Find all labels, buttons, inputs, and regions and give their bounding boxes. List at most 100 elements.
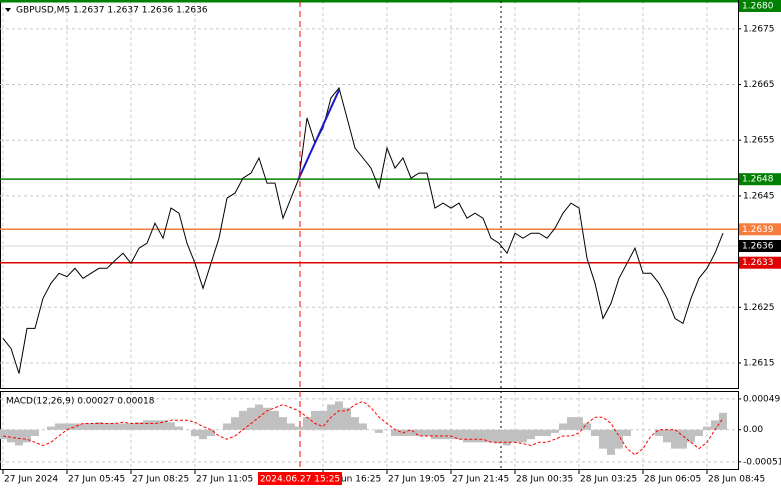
histogram-bar [151, 420, 159, 430]
histogram-bar [687, 429, 695, 443]
level-label-box [739, 173, 781, 186]
histogram-bar [207, 429, 215, 437]
histogram-bar [695, 429, 703, 437]
histogram-bar [0, 429, 8, 440]
histogram-bar [527, 429, 535, 440]
histogram-bar [295, 426, 303, 430]
level-label-box [739, 256, 781, 269]
histogram-bar [455, 429, 463, 440]
histogram-bar [79, 423, 87, 430]
histogram-bar [655, 429, 663, 437]
crosshair-label-box [258, 472, 342, 485]
x-tick-label: 27 Jun 11:05 [196, 475, 253, 485]
histogram-bar [135, 422, 143, 430]
panel-title: GBPUSD,M5 1.2637 1.2637 1.2636 1.2636 [16, 6, 208, 16]
histogram-bar [615, 429, 623, 449]
y-tick-label: 0.00049 [743, 394, 780, 404]
histogram-bar [623, 429, 631, 437]
histogram-bar [543, 429, 551, 437]
level-label-box [739, 223, 781, 236]
histogram-bar [311, 410, 319, 430]
histogram-bar [7, 429, 15, 443]
y-tick-label: -0.00051 [743, 457, 781, 467]
histogram-bar [415, 429, 423, 437]
histogram-bar [535, 429, 543, 437]
histogram-bar [463, 429, 471, 443]
histogram-bar [599, 429, 607, 449]
histogram-bar [271, 410, 279, 430]
level-label: 1.2636 [742, 242, 774, 252]
y-tick-label: 1.2615 [743, 358, 775, 368]
histogram-bar [703, 426, 711, 430]
histogram-bar [223, 423, 231, 430]
histogram-bar [87, 423, 95, 430]
histogram-bar [239, 410, 247, 430]
histogram-bar [55, 423, 63, 430]
histogram-bar [575, 417, 583, 430]
histogram-bar [375, 429, 383, 433]
histogram-bar [439, 429, 447, 440]
x-tick-label: 27 Jun 05:45 [68, 475, 125, 485]
title-arrow [5, 8, 11, 12]
y-tick-label: 1.2645 [743, 191, 775, 201]
histogram-bar [351, 417, 359, 430]
x-tick-label: 27 Jun 2024 [4, 475, 58, 485]
level-label: 1.2633 [742, 258, 774, 268]
histogram-bar [471, 429, 479, 443]
histogram-bar [111, 423, 119, 430]
x-tick-label: 28 Jun 08:45 [708, 475, 765, 485]
histogram-bar [343, 407, 351, 430]
level-label: 1.2680 [742, 2, 774, 12]
level-label-box [739, 240, 781, 253]
histogram-bar [103, 423, 111, 430]
panel-title: MACD(12,26,9) 0.00027 0.00018 [6, 397, 155, 407]
x-tick-label: 27 Jun 21:45 [452, 475, 509, 485]
histogram-bar [479, 429, 487, 443]
histogram-bar [503, 429, 511, 446]
histogram-bar [335, 401, 343, 430]
signal-line [2, 400, 724, 456]
histogram-bar [263, 407, 271, 430]
histogram-bar [231, 417, 239, 430]
histogram-bar [71, 423, 79, 430]
x-tick-label: 27 Jun 16:25 [324, 475, 381, 485]
histogram-bar [663, 429, 671, 443]
histogram-bar [287, 423, 295, 430]
histogram-bar [23, 429, 31, 443]
histogram-bar [559, 423, 567, 430]
histogram-bar [583, 423, 591, 430]
histogram-bar [191, 429, 199, 437]
histogram-bar [359, 423, 367, 430]
histogram-bar [279, 417, 287, 430]
histogram-bar [407, 429, 415, 437]
histogram-bar [495, 429, 503, 444]
level-label-box [739, 0, 781, 12]
histogram-bar [423, 429, 431, 437]
x-tick-label: 28 Jun 06:05 [644, 475, 701, 485]
histogram-bar [431, 429, 439, 440]
trend-line [298, 89, 340, 179]
histogram-bar [47, 426, 55, 430]
histogram-bar [175, 426, 183, 430]
histogram-bar [679, 429, 687, 449]
y-tick-label: 1.2665 [743, 80, 775, 90]
histogram-bar [63, 423, 71, 430]
histogram-bar [719, 412, 727, 430]
histogram-bar [319, 410, 327, 430]
histogram-bar [31, 429, 39, 437]
histogram-bar [391, 429, 399, 437]
histogram-bar [303, 417, 311, 430]
histogram-bar [15, 429, 23, 446]
histogram-bar [199, 429, 207, 440]
crosshair-label: 2024.06.27 15:25 [260, 475, 340, 485]
histogram-bar [247, 407, 255, 430]
price-line [2, 86, 724, 374]
x-tick-label: 27 Jun 08:25 [132, 475, 189, 485]
y-tick-label: 0.00 [743, 425, 763, 435]
y-tick-label: 1.2675 [743, 24, 775, 34]
histogram-bar [607, 429, 615, 455]
histogram-bar [143, 420, 151, 430]
